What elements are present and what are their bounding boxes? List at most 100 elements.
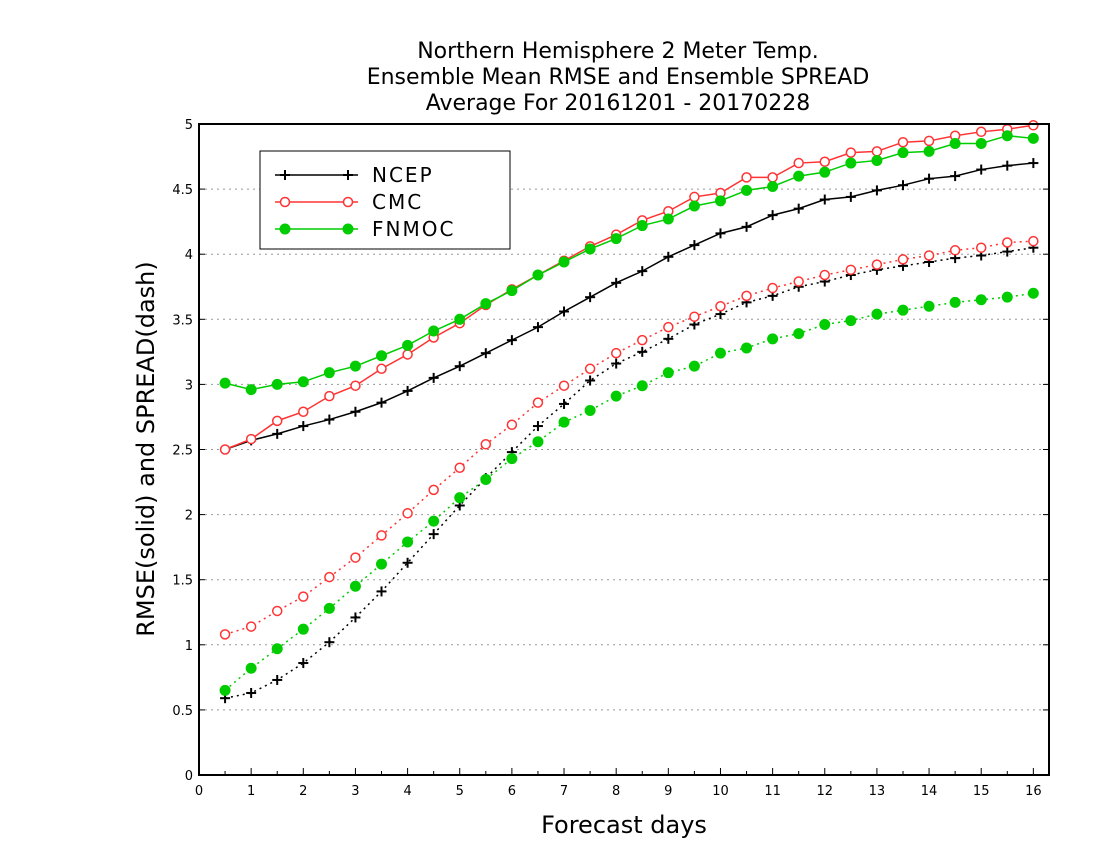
legend-marker bbox=[342, 223, 354, 235]
data-point bbox=[741, 290, 752, 302]
data-point bbox=[767, 172, 778, 183]
data-point bbox=[585, 292, 596, 303]
data-point bbox=[298, 658, 309, 669]
data-point bbox=[272, 674, 283, 685]
data-point bbox=[689, 240, 700, 251]
data-point bbox=[793, 328, 805, 340]
data-point bbox=[611, 277, 622, 288]
data-point bbox=[376, 363, 387, 375]
data-point bbox=[558, 416, 570, 428]
data-point bbox=[819, 156, 831, 168]
data-point bbox=[845, 264, 857, 276]
y-tick-label: 4.5 bbox=[172, 183, 193, 198]
data-point bbox=[689, 191, 700, 203]
data-point bbox=[298, 406, 309, 417]
data-point bbox=[923, 250, 935, 261]
data-point bbox=[402, 536, 414, 548]
data-point bbox=[975, 294, 987, 306]
data-point bbox=[350, 380, 361, 391]
data-point bbox=[428, 484, 439, 496]
y-tick-label: 3.5 bbox=[172, 313, 193, 328]
data-point bbox=[688, 360, 700, 372]
data-point bbox=[480, 439, 492, 450]
data-point bbox=[1002, 160, 1013, 171]
x-tick-label: 1 bbox=[247, 784, 255, 799]
data-point bbox=[871, 259, 883, 270]
data-point bbox=[688, 200, 700, 212]
data-point bbox=[1027, 132, 1039, 144]
x-tick-label: 7 bbox=[560, 784, 568, 799]
x-tick-label: 16 bbox=[1025, 784, 1042, 799]
data-point bbox=[663, 321, 674, 333]
data-point bbox=[845, 315, 857, 327]
data-point bbox=[949, 296, 961, 308]
data-point bbox=[376, 350, 388, 362]
data-point bbox=[323, 367, 335, 379]
data-point bbox=[558, 256, 570, 268]
data-point bbox=[245, 433, 257, 445]
data-point bbox=[611, 358, 622, 369]
data-point bbox=[245, 621, 257, 632]
data-point bbox=[428, 515, 440, 527]
data-point bbox=[767, 282, 778, 294]
data-point bbox=[637, 346, 648, 357]
data-point bbox=[428, 529, 439, 540]
y-tick-label: 5 bbox=[185, 118, 193, 133]
data-point bbox=[1028, 120, 1039, 131]
legend-entries: NCEP CMC FNMOC bbox=[275, 163, 453, 241]
data-point bbox=[271, 643, 283, 655]
data-point bbox=[454, 313, 466, 325]
data-point bbox=[610, 347, 622, 359]
data-point bbox=[975, 242, 987, 253]
y-tick-label: 1 bbox=[185, 639, 193, 654]
data-point bbox=[715, 228, 726, 239]
series-ncep-spread bbox=[220, 242, 1039, 704]
data-point bbox=[923, 135, 935, 147]
data-point bbox=[428, 372, 439, 383]
data-point bbox=[871, 154, 883, 166]
data-point bbox=[350, 552, 361, 563]
data-point bbox=[897, 180, 908, 191]
data-point bbox=[975, 126, 987, 138]
x-tick-label: 15 bbox=[973, 784, 990, 799]
legend-item-ncep: NCEP bbox=[275, 163, 432, 187]
y-tick-label: 0.5 bbox=[172, 704, 193, 719]
title-line-1: Northern Hemisphere 2 Meter Temp. bbox=[417, 39, 819, 64]
legend-marker bbox=[279, 196, 291, 208]
data-point bbox=[532, 322, 543, 333]
data-point bbox=[793, 170, 805, 182]
data-point bbox=[741, 172, 752, 183]
data-point bbox=[1001, 130, 1013, 142]
data-point bbox=[532, 269, 544, 281]
data-point bbox=[324, 414, 335, 425]
data-point bbox=[741, 184, 753, 196]
legend-item-cmc: CMC bbox=[275, 190, 421, 214]
data-point bbox=[324, 390, 335, 402]
x-tick-label: 9 bbox=[664, 784, 672, 799]
x-tick-label: 12 bbox=[816, 784, 833, 799]
data-point bbox=[506, 419, 518, 431]
legend-marker bbox=[279, 223, 291, 235]
data-point bbox=[349, 360, 361, 372]
data-point bbox=[219, 629, 231, 640]
legend: NCEP CMC FNMOC bbox=[259, 150, 511, 250]
legend-box bbox=[259, 150, 511, 250]
data-point bbox=[584, 363, 596, 375]
data-point bbox=[559, 306, 570, 317]
y-tick-label: 2.5 bbox=[172, 444, 193, 459]
data-point bbox=[506, 335, 517, 346]
data-point bbox=[532, 397, 544, 408]
data-point bbox=[219, 377, 231, 389]
data-point bbox=[271, 415, 283, 427]
series-fnmoc-spread bbox=[219, 287, 1039, 696]
series-line bbox=[224, 240, 1034, 636]
data-point bbox=[741, 221, 752, 232]
data-point bbox=[610, 390, 622, 402]
data-point bbox=[663, 251, 674, 262]
data-point bbox=[298, 421, 309, 432]
data-point bbox=[506, 453, 518, 465]
data-point bbox=[271, 378, 283, 390]
data-point bbox=[819, 269, 831, 281]
data-point bbox=[532, 421, 543, 432]
